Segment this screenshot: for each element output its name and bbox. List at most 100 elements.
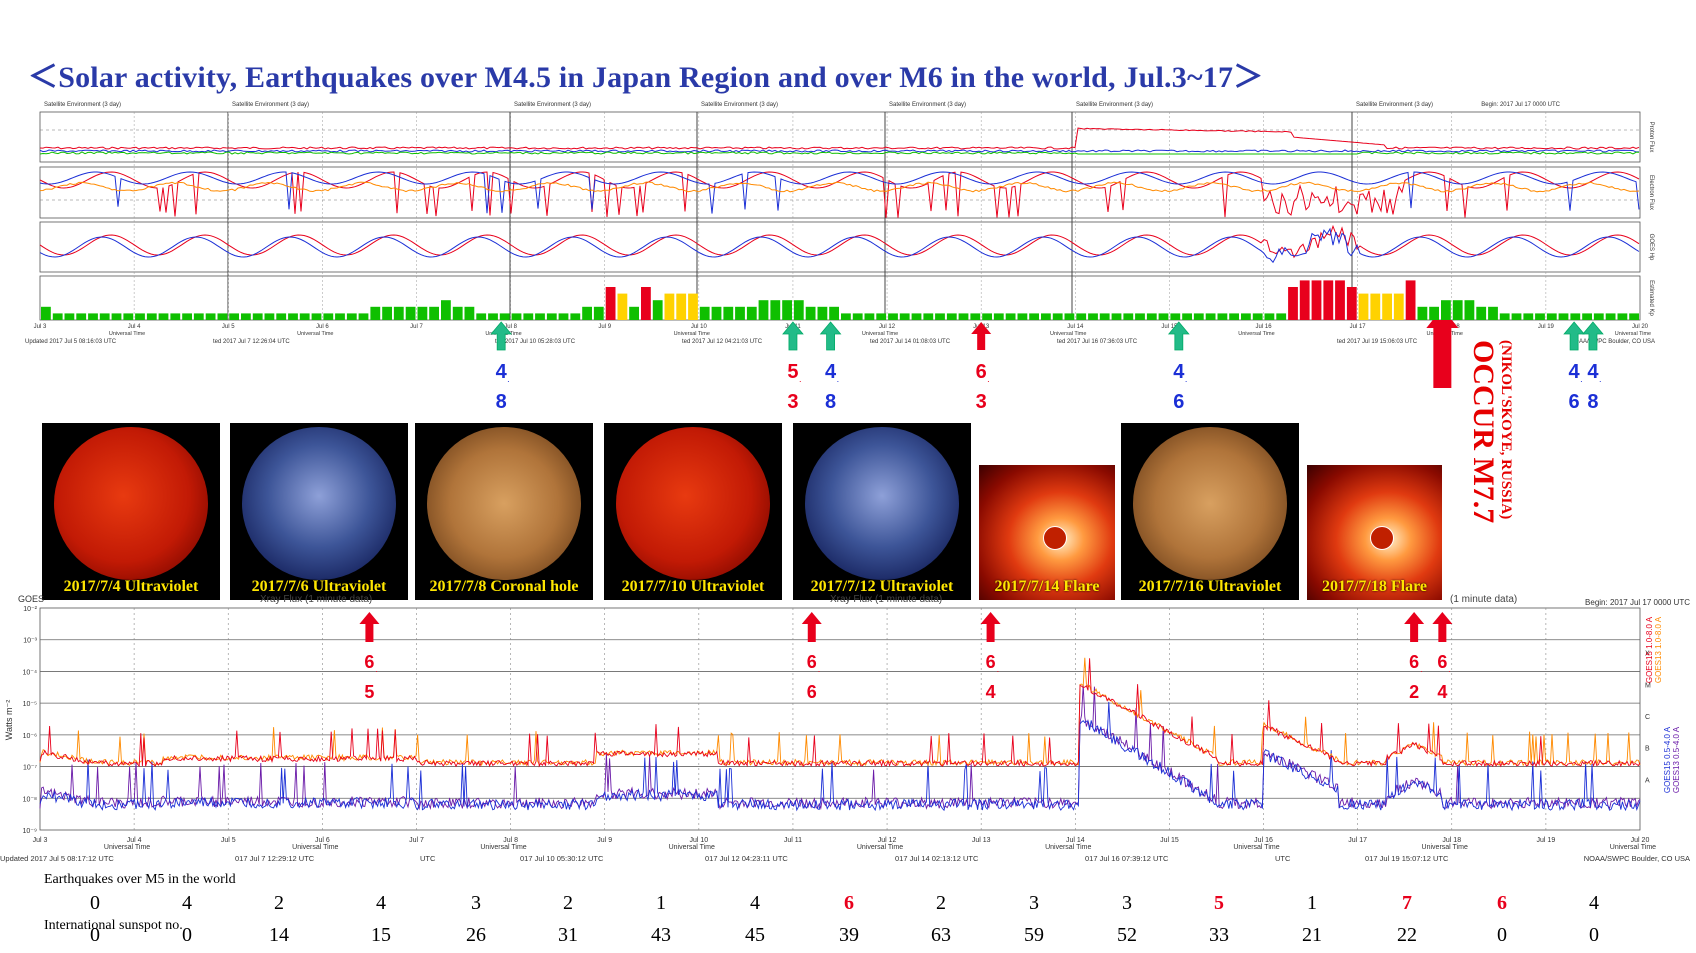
flare-arrow xyxy=(801,612,822,642)
flare-marker-integer: 6 xyxy=(986,652,996,672)
marker-dot: . xyxy=(837,374,840,384)
axis-label: Universal Time xyxy=(1238,331,1274,337)
flare-marker-decimal: 5 xyxy=(364,682,374,702)
earthquake-count: 3 xyxy=(1029,892,1039,914)
date-tick: Jul 12 xyxy=(878,837,897,844)
date-tick: Jul 5 xyxy=(222,324,235,330)
kp-bar xyxy=(758,300,769,320)
kp-bar xyxy=(817,306,828,320)
date-tick: Jul 19 xyxy=(1538,324,1555,330)
strip-label: GOES Hp xyxy=(1648,234,1654,261)
kp-bar xyxy=(476,313,487,320)
kp-bar xyxy=(1146,313,1157,320)
earthquake-arrow xyxy=(1582,321,1604,351)
date-tick: Jul 9 xyxy=(598,324,611,330)
updated-label: 017 Jul 7 12:29:12 UTC xyxy=(235,854,315,863)
axis-label: Universal Time xyxy=(297,331,333,337)
kp-bar xyxy=(488,313,498,320)
date-tick: Jul 10 xyxy=(691,324,708,330)
sunspot-number: 39 xyxy=(839,924,859,946)
kp-bar xyxy=(1241,313,1251,320)
date-tick: Jul 12 xyxy=(879,324,896,330)
begin-label: Begin: 2017 Jul 17 0000 UTC xyxy=(1585,598,1690,607)
sunspot-number: 15 xyxy=(371,924,391,946)
goes13-long-trace xyxy=(39,657,1641,767)
sunspot-number: 45 xyxy=(745,924,765,946)
kp-bar xyxy=(1217,313,1228,320)
kp-bar xyxy=(793,300,804,320)
marker-magnitude-integer: 4 xyxy=(1587,361,1599,383)
kp-bar xyxy=(899,313,910,320)
kp-bar xyxy=(1393,293,1404,320)
sun-disk xyxy=(242,426,396,581)
kp-bar xyxy=(876,313,887,320)
kp-bar xyxy=(1135,313,1145,320)
updated-label: Updated 2017 Jul 5 08:17:12 UTC xyxy=(0,854,114,863)
kp-bar xyxy=(993,313,1004,320)
kp-bar xyxy=(1229,313,1239,320)
kp-bar xyxy=(723,306,734,320)
kp-bar xyxy=(1511,313,1522,320)
earthquake-count: 3 xyxy=(471,892,481,914)
kp-bar xyxy=(1311,280,1322,320)
goes15-long-trace xyxy=(39,658,1641,768)
sunspot-number: 33 xyxy=(1209,924,1229,946)
panel-header: Satellite Environment (3 day) xyxy=(889,102,966,108)
kp-bar xyxy=(382,306,392,320)
date-tick: Jul 3 xyxy=(34,324,47,330)
sun-disk xyxy=(805,426,959,581)
image-caption: 2017/7/6 Ultraviolet xyxy=(251,578,387,595)
begin-label: Begin: 2017 Jul 17 0000 UTC xyxy=(1481,102,1560,108)
electron-trace-orange xyxy=(39,181,1640,193)
kp-bar xyxy=(393,306,404,320)
kp-bar xyxy=(629,306,639,320)
date-tick: Jul 6 xyxy=(316,324,329,330)
kp-bar xyxy=(1205,313,1216,320)
date-tick: Jul 10 xyxy=(689,837,708,844)
kp-bar xyxy=(805,306,816,320)
kp-bar xyxy=(193,313,204,320)
marker-magnitude-decimal: 8 xyxy=(825,391,836,413)
date-tick: Jul 5 xyxy=(221,837,236,844)
kp-bar xyxy=(76,313,87,320)
proton-trace-green xyxy=(39,151,1640,155)
kp-bar xyxy=(370,306,381,320)
marker-dot: . xyxy=(987,374,990,384)
kp-bar xyxy=(205,313,216,320)
earthquake-count: 2 xyxy=(563,892,573,914)
y-tick: 10⁻⁵ xyxy=(23,701,37,708)
kp-bar xyxy=(535,313,545,320)
kp-bar xyxy=(829,306,839,320)
date-tick: Jul 7 xyxy=(410,324,423,330)
kp-bar xyxy=(1382,293,1392,320)
axis-label: Universal Time xyxy=(1610,844,1656,851)
marker-magnitude-decimal: 3 xyxy=(787,391,798,413)
image-caption: 2017/7/14 Flare xyxy=(994,578,1100,595)
solar-image: 2017/7/4 Ultraviolet xyxy=(42,423,220,600)
kp-bar xyxy=(699,306,710,320)
marker-magnitude-integer: 4 xyxy=(1173,361,1185,383)
kp-bar xyxy=(1299,280,1310,320)
kp-bar xyxy=(1488,306,1498,320)
marker-magnitude-integer: 4 xyxy=(1569,361,1581,383)
date-tick: Jul 4 xyxy=(128,324,141,330)
image-caption: 2017/7/12 Ultraviolet xyxy=(810,578,954,595)
kp-bar xyxy=(288,313,298,320)
earthquake-count: 4 xyxy=(1589,892,1599,914)
marker-magnitude-integer: 6 xyxy=(976,361,987,383)
flare-marker-decimal: 4 xyxy=(986,682,996,702)
kp-bar xyxy=(1041,313,1051,320)
updated-label: ted 2017 Jul 10 05:28:03 UTC xyxy=(495,339,576,345)
sunspot-number: 0 xyxy=(1497,924,1507,946)
date-tick: Jul 11 xyxy=(784,837,802,844)
kp-bar xyxy=(935,313,945,320)
kp-bar xyxy=(1052,313,1063,320)
flare-marker-integer: 6 xyxy=(1437,652,1447,672)
kp-bar xyxy=(429,306,439,320)
panel-header: Satellite Environment (3 day) xyxy=(514,102,591,108)
kp-bar xyxy=(41,306,51,320)
kp-bar xyxy=(1111,313,1122,320)
kp-bar xyxy=(1099,313,1110,320)
kp-bar xyxy=(1288,287,1298,320)
kp-bar xyxy=(1193,313,1204,320)
